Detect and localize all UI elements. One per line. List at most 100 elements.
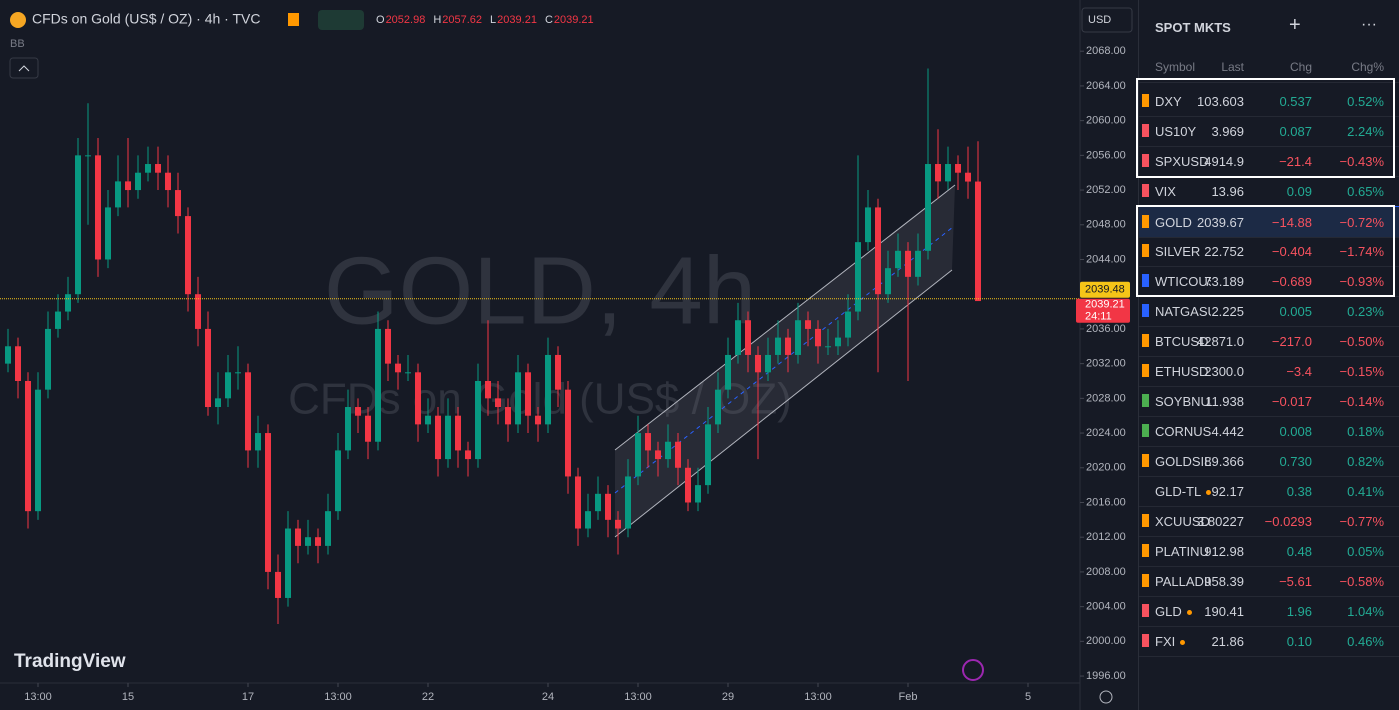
watchlist-row[interactable]: FXI 21.86 0.10 0.46%: [1139, 626, 1399, 657]
cell: −0.50%: [1339, 334, 1384, 349]
currency-button[interactable]: [1081, 7, 1133, 33]
cell: 22.752: [1204, 244, 1244, 259]
cell: 0.48: [1286, 544, 1312, 559]
candle-body: [125, 181, 131, 191]
y-tick-label: 2036.00: [1086, 323, 1126, 335]
candle-body: [185, 216, 191, 295]
candle-body: [295, 528, 301, 546]
flag: [1142, 124, 1149, 137]
watchlist-row[interactable]: SOYBNUS11.938 −0.017 −0.14%: [1139, 386, 1399, 417]
dot: [1186, 610, 1192, 616]
cell: 0.537: [1279, 94, 1312, 109]
watchlist-row[interactable]: SILVER 22.752 −0.404 −1.74%: [1139, 236, 1399, 267]
candle-body: [435, 415, 441, 460]
alert-icon[interactable]: [962, 659, 984, 681]
watchlist-title[interactable]: SPOT MKTS: [1155, 20, 1231, 35]
x-tick-label: 29: [722, 691, 734, 703]
y-tick-label: 2004.00: [1086, 601, 1126, 613]
logo: TradingView: [14, 651, 126, 672]
y-tick-label: 2064.00: [1086, 80, 1126, 92]
cell: 0.52%: [1347, 94, 1384, 109]
watchlist-row[interactable]: PLATINU 912.98 0.48 0.05%: [1139, 536, 1399, 567]
chart: GOLD, 4h CFDs on Gold (US$ / OZ) CFDs on…: [0, 0, 1133, 710]
candle-body: [355, 407, 361, 416]
cell: −217.0: [1271, 334, 1312, 349]
candle-body: [775, 337, 781, 355]
candle-body: [765, 354, 771, 373]
candle-body: [805, 320, 811, 329]
cell: XCUUSD: [1155, 514, 1210, 529]
watchlist-row[interactable]: XCUUSD 3.80227 −0.0293 −0.77%: [1139, 506, 1399, 537]
candle-body: [105, 207, 111, 260]
cell: PALLADIU: [1155, 574, 1211, 589]
y-tick-label: 2032.00: [1086, 358, 1126, 370]
candle-body: [955, 164, 961, 173]
column-label: Symbol: [1155, 60, 1196, 74]
candle-body: [195, 294, 201, 329]
candle-body: [665, 441, 671, 460]
candle-body: [485, 380, 491, 399]
more-button[interactable]: ···: [1361, 16, 1377, 33]
x-tick-label: 13:00: [804, 691, 832, 703]
cell: 3.80227: [1197, 514, 1244, 529]
y-tick-label: 2048.00: [1086, 219, 1126, 231]
flag: [1142, 334, 1149, 347]
watchlist-row[interactable]: BTCUSD 42871.0 −217.0 −0.50%: [1139, 326, 1399, 357]
candle-body: [745, 320, 751, 355]
watchlist-row[interactable]: VIX 13.96 0.09 0.65%: [1139, 176, 1399, 207]
candle-body: [865, 207, 871, 243]
cell: PLATINU: [1155, 544, 1209, 559]
candle-body: [715, 389, 721, 425]
cell: 89.366: [1204, 454, 1244, 469]
y-tick-label: 1996.00: [1086, 670, 1126, 682]
cell: FXI: [1155, 634, 1211, 649]
flag: [1142, 544, 1149, 557]
x-tick-label: 22: [422, 691, 434, 703]
legend: CFDs on Gold (US$ / OZ) · 4h · TVC BB US…: [9, 7, 1133, 704]
cell: −0.58%: [1339, 574, 1384, 589]
cell: 0.730: [1279, 454, 1312, 469]
ohlc-key: L: [490, 14, 496, 26]
watchlist-row[interactable]: PALLADIU 958.39 −5.61 −0.58%: [1139, 566, 1399, 597]
candle-body: [675, 441, 681, 468]
candle-body: [65, 294, 71, 312]
candle-body: [595, 493, 601, 512]
cell: 0.18%: [1347, 424, 1384, 439]
price-label-bg: [1080, 281, 1130, 298]
watchlist-row[interactable]: NATGASU 2.225 0.005 0.23%: [1139, 296, 1399, 327]
flag: [1142, 274, 1149, 287]
cell: −0.72%: [1339, 215, 1384, 230]
candle-body: [335, 450, 341, 512]
watchlist-row[interactable]: ETHUSD 2300.0 −3.4 −0.15%: [1139, 356, 1399, 387]
watchlist-row[interactable]: GLD-TL 92.17 0.38 0.41%: [1139, 476, 1399, 507]
cell: CORNUSD: [1155, 424, 1211, 439]
collapse-button[interactable]: [9, 57, 39, 79]
cell: SILVER: [1155, 244, 1201, 259]
cell: −14.88: [1271, 215, 1312, 230]
candle-body: [915, 250, 921, 277]
add-button[interactable]: +: [1289, 14, 1301, 36]
candle-body: [275, 571, 281, 598]
settings-icon[interactable]: [1099, 690, 1113, 704]
y-tick-label: 2056.00: [1086, 149, 1126, 161]
candle-body: [855, 242, 861, 312]
highlight-box: [1136, 205, 1395, 297]
candle-body: [895, 250, 901, 269]
candle-body: [365, 415, 371, 442]
watchlist-row[interactable]: CORNUSD4.442 0.008 0.18%: [1139, 416, 1399, 447]
watchlist-row[interactable]: DXY 103.603 0.537 0.52%: [1139, 86, 1399, 117]
candle-body: [75, 155, 81, 295]
candle-body: [425, 415, 431, 425]
y-tick-label: 2016.00: [1086, 496, 1126, 508]
candle-body: [735, 320, 741, 355]
candle-body: [615, 519, 621, 529]
watchlist-row[interactable]: GLD 190.41 1.96 1.04%: [1139, 596, 1399, 627]
cell: GLD-TL: [1155, 484, 1212, 499]
watchlist-row[interactable]: US10Y 3.969 0.087 2.24%: [1139, 116, 1399, 147]
cell: −1.74%: [1339, 244, 1384, 259]
cell: DXY: [1155, 94, 1182, 109]
cell: 42871.0: [1197, 334, 1244, 349]
countdown: 24:11: [1085, 311, 1112, 323]
ohlc-value: 2052.98: [386, 14, 426, 26]
watchlist-row[interactable]: GOLDSILV89.366 0.730 0.82%: [1139, 446, 1399, 477]
